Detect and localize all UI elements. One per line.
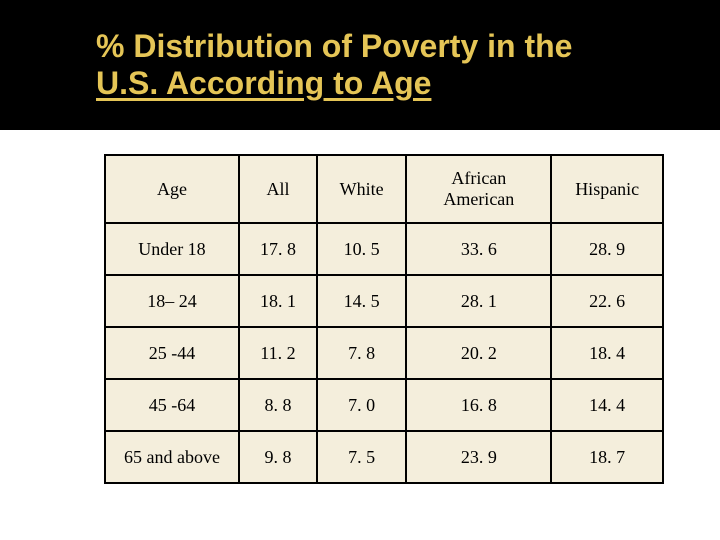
- table-row: 25 -44 11. 2 7. 8 20. 2 18. 4: [105, 327, 663, 379]
- table-row: 45 -64 8. 8 7. 0 16. 8 14. 4: [105, 379, 663, 431]
- cell-hispanic: 18. 7: [551, 431, 663, 483]
- cell-all: 18. 1: [239, 275, 317, 327]
- cell-hispanic: 18. 4: [551, 327, 663, 379]
- cell-africanamerican: 16. 8: [406, 379, 551, 431]
- cell-age: 25 -44: [105, 327, 239, 379]
- table-row: 18– 24 18. 1 14. 5 28. 1 22. 6: [105, 275, 663, 327]
- cell-africanamerican: 28. 1: [406, 275, 551, 327]
- col-header-hispanic: Hispanic: [551, 155, 663, 223]
- table-body: Under 18 17. 8 10. 5 33. 6 28. 9 18– 24 …: [105, 223, 663, 483]
- cell-hispanic: 22. 6: [551, 275, 663, 327]
- col-header-all: All: [239, 155, 317, 223]
- cell-white: 10. 5: [317, 223, 406, 275]
- table-row: Under 18 17. 8 10. 5 33. 6 28. 9: [105, 223, 663, 275]
- cell-hispanic: 28. 9: [551, 223, 663, 275]
- cell-all: 11. 2: [239, 327, 317, 379]
- table-container: Age All White AfricanAmerican Hispanic U…: [0, 130, 720, 484]
- col-header-african-american: AfricanAmerican: [406, 155, 551, 223]
- title-line-1: % Distribution of Poverty in the: [96, 28, 572, 64]
- cell-age: 18– 24: [105, 275, 239, 327]
- page-title: % Distribution of Poverty in the U.S. Ac…: [96, 28, 720, 102]
- table-header-row: Age All White AfricanAmerican Hispanic: [105, 155, 663, 223]
- cell-age: Under 18: [105, 223, 239, 275]
- cell-white: 7. 5: [317, 431, 406, 483]
- cell-white: 14. 5: [317, 275, 406, 327]
- cell-white: 7. 8: [317, 327, 406, 379]
- cell-age: 45 -64: [105, 379, 239, 431]
- cell-all: 9. 8: [239, 431, 317, 483]
- cell-all: 8. 8: [239, 379, 317, 431]
- col-header-age: Age: [105, 155, 239, 223]
- cell-africanamerican: 20. 2: [406, 327, 551, 379]
- cell-all: 17. 8: [239, 223, 317, 275]
- cell-africanamerican: 33. 6: [406, 223, 551, 275]
- cell-africanamerican: 23. 9: [406, 431, 551, 483]
- title-band: % Distribution of Poverty in the U.S. Ac…: [0, 0, 720, 130]
- title-line-2: U.S. According to Age: [96, 65, 431, 101]
- table-row: 65 and above 9. 8 7. 5 23. 9 18. 7: [105, 431, 663, 483]
- cell-age: 65 and above: [105, 431, 239, 483]
- poverty-table: Age All White AfricanAmerican Hispanic U…: [104, 154, 664, 484]
- cell-white: 7. 0: [317, 379, 406, 431]
- col-header-white: White: [317, 155, 406, 223]
- cell-hispanic: 14. 4: [551, 379, 663, 431]
